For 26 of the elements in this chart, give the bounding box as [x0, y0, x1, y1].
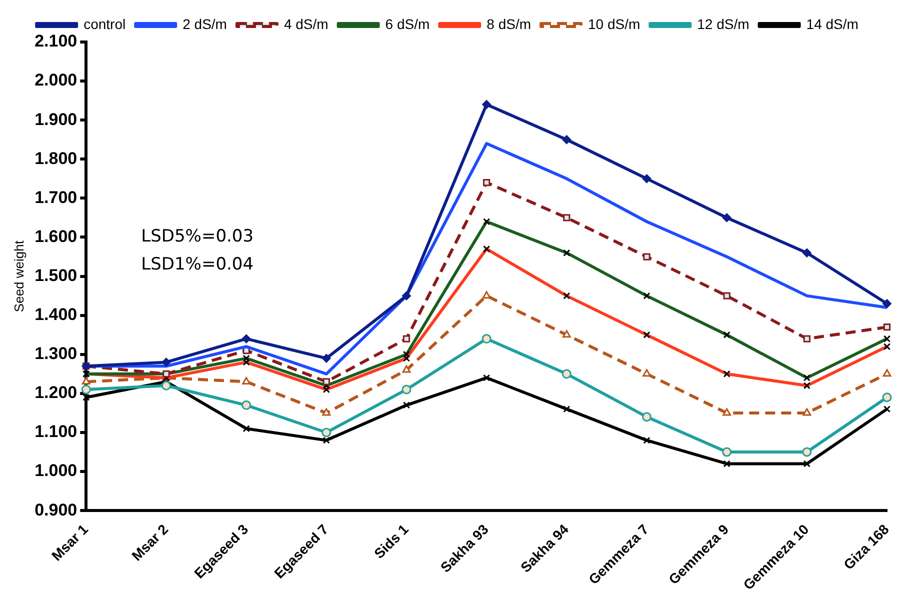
- legend-label: 10 dS/m: [588, 16, 640, 32]
- y-tick-label: 1.200: [34, 383, 78, 402]
- y-tick-label: 1.900: [34, 110, 78, 129]
- y-tick-label: 2.100: [34, 32, 78, 51]
- legend-label: 6 dS/m: [385, 16, 430, 32]
- legend-label: 12 dS/m: [697, 16, 750, 32]
- annotation: LSD5%=0.03: [141, 226, 254, 247]
- y-tick-label: 2.000: [34, 70, 78, 90]
- y-tick-label: 1.700: [34, 188, 78, 207]
- legend-label: 8 dS/m: [486, 16, 532, 32]
- x-tick-label: Sids 1: [370, 520, 412, 562]
- y-tick-label: 0.900: [34, 500, 78, 520]
- legend-label: 2 dS/m: [182, 16, 227, 32]
- legend-label: 4 dS/m: [284, 16, 328, 32]
- annotation: LSD1%=0.04: [141, 254, 254, 275]
- y-tick-label: 1.400: [34, 305, 78, 324]
- legend-label: 14 dS/m: [806, 16, 858, 32]
- y-tick-label: 1.500: [34, 266, 78, 285]
- y-tick-label: 1.300: [34, 344, 78, 364]
- y-tick-label: 1.000: [34, 461, 78, 480]
- y-axis-title: Seed weight: [11, 240, 26, 312]
- y-tick-label: 1.600: [34, 226, 78, 246]
- y-tick-label: 1.800: [34, 148, 78, 168]
- x-tick-label: Giza 168: [840, 520, 892, 573]
- legend-label: control: [84, 16, 126, 32]
- y-tick-label: 1.100: [34, 422, 78, 442]
